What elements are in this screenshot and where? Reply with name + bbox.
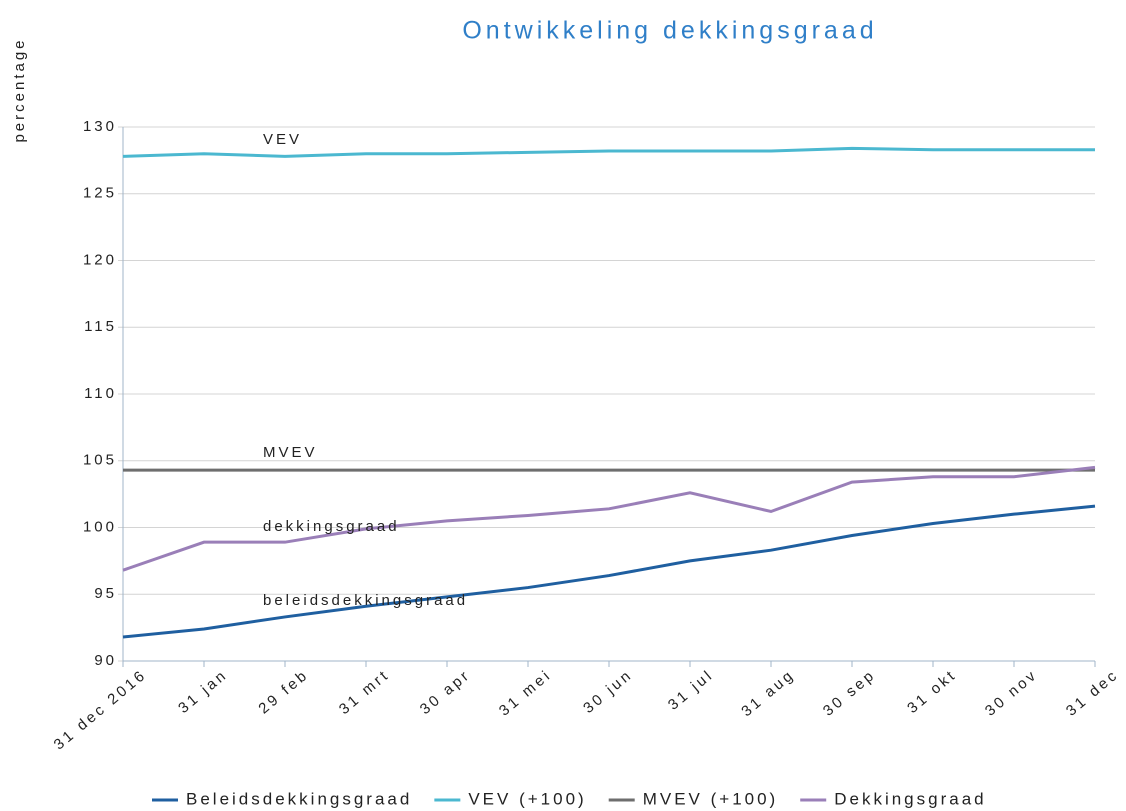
legend-label: MVEV (+100) [643,789,779,808]
y-tick-label: 105 [83,452,117,469]
series-line [122,504,1096,639]
annotation: dekkingsgraad [263,518,400,535]
y-tick-label: 120 [83,251,117,268]
annotation: MVEV [263,444,318,461]
x-tick-label: 31 jan [175,666,231,717]
series-line [122,146,1095,158]
x-tick-label: 29 feb [255,666,312,717]
legend-label: Dekkingsgraad [834,789,986,808]
x-tick-label: 30 nov [982,666,1041,720]
y-tick-label: 90 [94,652,117,669]
x-tick-label: 30 apr [417,666,474,718]
x-tick-label: 31 dec [1063,666,1122,720]
x-tick-label: 30 sep [820,666,879,720]
y-tick-label: 115 [84,318,117,335]
x-tick-label: 31 aug [738,666,798,720]
legend-label: VEV (+100) [468,789,586,808]
y-tick-label: 100 [83,518,117,535]
y-axis-label: percentage [11,37,28,142]
legend-label: Beleidsdekkingsgraad [186,789,412,808]
x-tick-label: 31 dec 2016 [51,666,150,753]
y-tick-label: 130 [83,118,117,135]
chart-title: Ontwikkeling dekkingsgraad [462,17,877,45]
y-tick-label: 95 [94,585,117,602]
annotation: VEV [263,131,302,148]
y-tick-label: 110 [84,385,117,402]
y-tick-label: 125 [83,185,117,202]
x-tick-label: 30 jun [580,666,636,717]
x-tick-label: 31 mrt [336,666,393,718]
series-line [122,465,1096,572]
x-tick-label: 31 okt [904,666,960,717]
annotation: beleidsdekkingsgraad [263,592,468,609]
x-tick-label: 31 jul [665,666,717,714]
x-tick-label: 31 mei [496,666,555,720]
